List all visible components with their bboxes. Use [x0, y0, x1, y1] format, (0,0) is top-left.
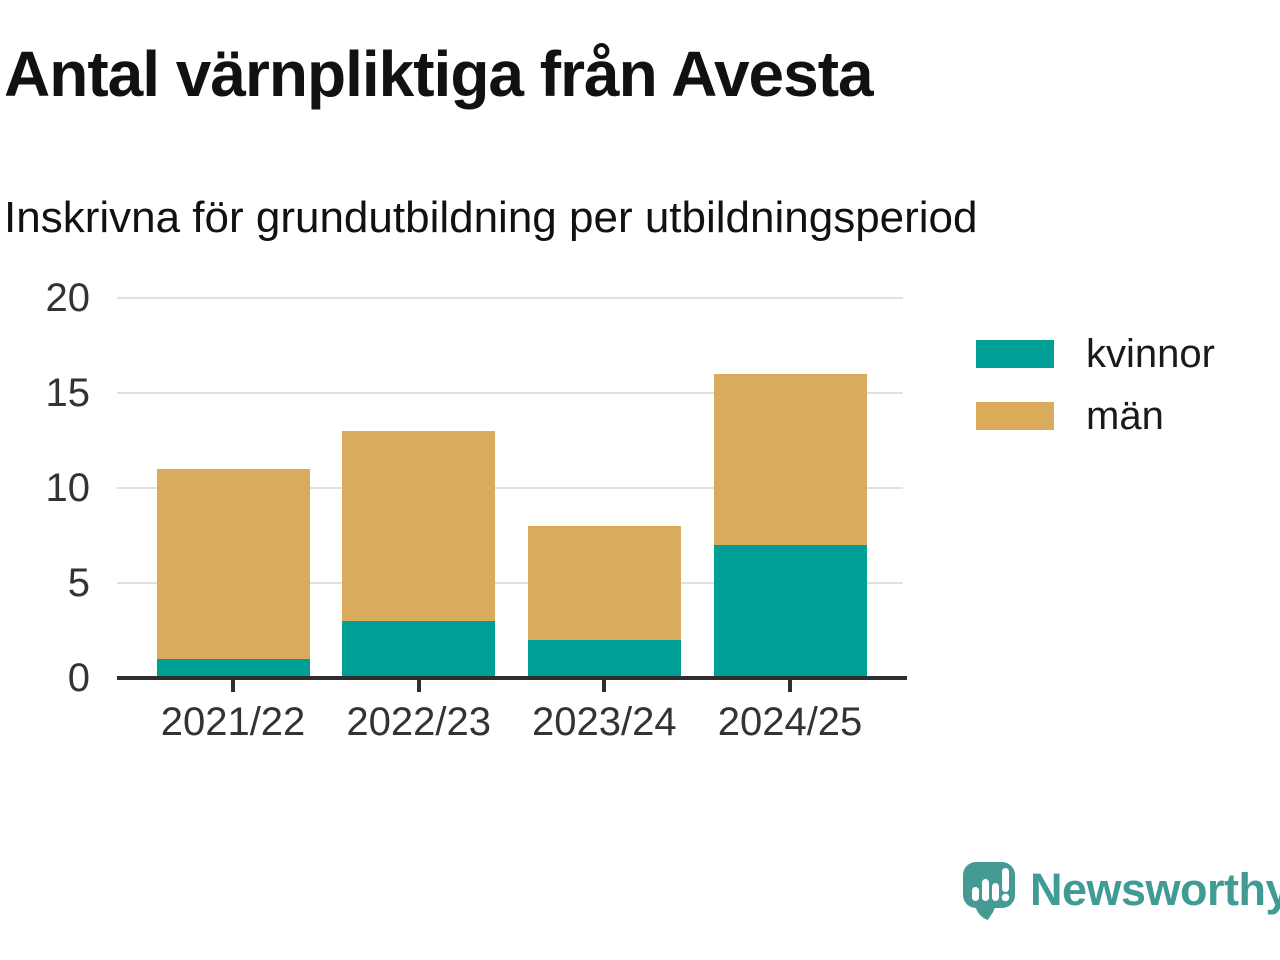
legend-label-kvinnor: kvinnor [1086, 331, 1215, 376]
bar-2024/25-män [713, 374, 867, 545]
x-tick-label-2022/23: 2022/23 [346, 700, 491, 744]
legend-label-män: män [1086, 393, 1164, 438]
x-axis-line [117, 676, 907, 680]
y-tick-label-20: 20 [45, 276, 91, 320]
bar-2022/23-män [342, 431, 496, 621]
gridline-y20 [117, 297, 903, 299]
gridline-y5 [117, 582, 903, 584]
chart-title: Antal värnpliktiga från Avesta [4, 38, 874, 110]
x-tick-label-2021/22: 2021/22 [160, 700, 306, 744]
bar-2024/25-kvinnor [713, 545, 867, 678]
bar-2023/24-män [527, 526, 681, 640]
y-tick-label-5: 5 [67, 561, 90, 605]
legend-item-kvinnor: kvinnor [976, 330, 1215, 378]
gridline-y15 [117, 392, 903, 394]
bar-2023/24-kvinnor [527, 640, 681, 678]
x-tick-2022/23 [416, 680, 421, 692]
legend-swatch-kvinnor [976, 340, 1054, 368]
x-tick-label-2024/25: 2024/25 [717, 700, 863, 744]
y-tick-label-10: 10 [45, 466, 91, 510]
brand-name: Newsworthy [1030, 864, 1280, 915]
brand-footer: Newsworthy [963, 862, 1280, 920]
legend-swatch-män [976, 402, 1054, 430]
plot-area [117, 297, 903, 678]
bar-2021/22-kvinnor [156, 659, 310, 678]
x-tick-2023/24 [602, 680, 607, 692]
legend-item-män: män [976, 392, 1215, 440]
legend: kvinnor män [976, 330, 1215, 440]
y-tick-label-0: 0 [67, 656, 90, 700]
newsworthy-logo-icon [963, 862, 1015, 920]
x-tick-label-2023/24: 2023/24 [532, 700, 677, 744]
gridline-y10 [117, 487, 903, 489]
bar-2021/22-män [156, 469, 310, 659]
x-tick-2021/22 [231, 680, 235, 692]
chart-subtitle: Inskrivna för grundutbildning per utbild… [4, 193, 978, 242]
bar-2022/23-kvinnor [342, 621, 496, 678]
y-tick-label-15: 15 [45, 371, 91, 415]
x-tick-2024/25 [788, 680, 792, 692]
